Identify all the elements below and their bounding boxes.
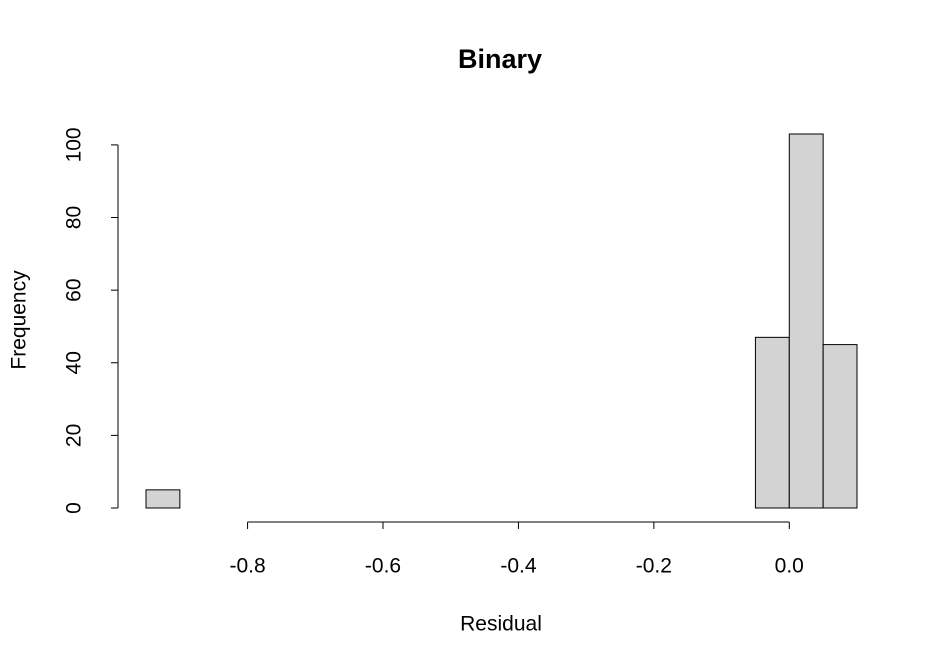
bar	[822, 344, 858, 509]
y-tick-label: 40	[63, 351, 86, 374]
x-tick-label: -0.8	[229, 555, 265, 578]
bar	[754, 336, 790, 509]
bar	[788, 133, 824, 509]
x-tick-label: 0.0	[775, 555, 804, 578]
chart-title: Binary	[458, 44, 542, 74]
y-tick-label: 100	[63, 127, 86, 162]
y-tick-label: 0	[63, 502, 86, 514]
x-tick-label: -0.2	[636, 555, 672, 578]
x-tick-label: -0.4	[500, 555, 537, 578]
y-tick-label: 80	[63, 206, 86, 229]
y-axis-label: Frequency	[8, 270, 31, 370]
x-tick-label: -0.6	[365, 555, 401, 578]
y-tick-label: 60	[63, 278, 86, 301]
x-axis-label: Residual	[460, 613, 542, 636]
bar	[145, 489, 181, 509]
y-tick-label: 20	[63, 424, 86, 447]
